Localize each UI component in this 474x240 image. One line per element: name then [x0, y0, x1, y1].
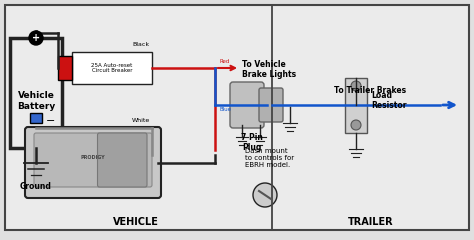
Bar [10, 38, 62, 148]
Text: Black: Black [133, 42, 150, 47]
Circle shape [253, 183, 277, 207]
Text: Vehicle
Battery: Vehicle Battery [17, 91, 55, 111]
Text: 7 Pin
Plug: 7 Pin Plug [241, 133, 263, 152]
Bar [30, 113, 42, 123]
Text: Dash mount
to controls for
EBRH model.: Dash mount to controls for EBRH model. [245, 148, 294, 168]
Circle shape [351, 120, 361, 130]
Text: To Trailer Brakes: To Trailer Brakes [334, 86, 406, 95]
FancyBboxPatch shape [34, 133, 152, 187]
Text: +: + [32, 33, 40, 43]
Circle shape [351, 81, 361, 91]
Text: Load
Resistor: Load Resistor [371, 91, 407, 110]
Text: Red: Red [220, 59, 230, 64]
Text: VEHICLE: VEHICLE [113, 217, 159, 227]
Bar [345, 78, 367, 133]
Bar [72, 52, 152, 84]
FancyBboxPatch shape [230, 82, 264, 128]
Text: White: White [132, 118, 150, 123]
Text: 25A Auto-reset
Circuit Breaker: 25A Auto-reset Circuit Breaker [91, 63, 133, 73]
Bar [58, 56, 72, 80]
FancyBboxPatch shape [25, 127, 161, 198]
Text: Blue: Blue [220, 107, 232, 112]
Circle shape [29, 31, 43, 45]
Text: PRODIGY: PRODIGY [81, 155, 105, 160]
FancyBboxPatch shape [98, 133, 147, 187]
Text: TRAILER: TRAILER [348, 217, 393, 227]
FancyBboxPatch shape [259, 88, 283, 122]
Text: Ground: Ground [20, 182, 52, 191]
Text: −: − [46, 116, 55, 126]
Text: To Vehicle
Brake Lights: To Vehicle Brake Lights [242, 60, 296, 79]
